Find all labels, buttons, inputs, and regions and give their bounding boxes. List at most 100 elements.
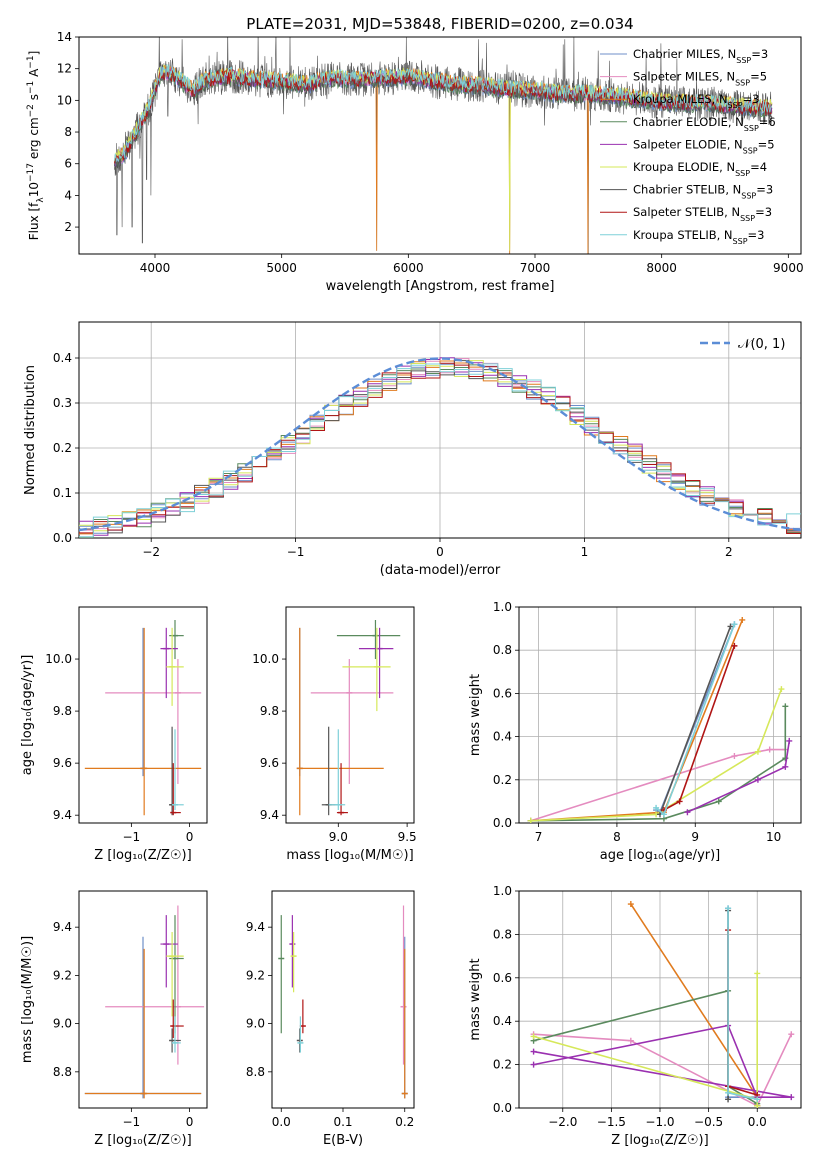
legend-entry: Kroupa STELIB, NSSP=3 bbox=[633, 228, 764, 246]
y-tick-label: 9.6 bbox=[53, 756, 72, 770]
spectrum-panel: 4000 5000 6000 7000 8000 9000 2 4 6 8 10 12 14 wavele… bbox=[26, 30, 804, 294]
legend-sub: SSP bbox=[735, 169, 750, 178]
weight_vs_Z-panel: −2.0 −1.5 −1.0 −0.5 0.0 0.0 0.2 0.4 0.6 0.8 1.0 Z [… bbox=[468, 884, 802, 1148]
weight-point-marker bbox=[754, 1096, 761, 1103]
x-tick-label: −1 bbox=[123, 830, 141, 844]
legend-name: Salpeter MILES, N bbox=[633, 70, 735, 84]
weight-point-marker bbox=[660, 811, 667, 818]
weight-series-line bbox=[727, 930, 758, 1096]
weight-series-line bbox=[530, 706, 787, 822]
y-tick-label: 0.4 bbox=[493, 1014, 512, 1028]
x-tick-label: 0.2 bbox=[395, 1115, 414, 1129]
y-axis-label: mass weight bbox=[468, 958, 483, 1040]
legend-tail: =5 bbox=[758, 137, 775, 151]
y-label-part: −2 bbox=[26, 104, 36, 117]
y-tick-label: 8 bbox=[64, 125, 72, 139]
weight_vs_Z-plot bbox=[530, 901, 795, 1108]
histogram-series bbox=[79, 362, 801, 534]
legend-tail: =3 bbox=[748, 228, 765, 242]
x-tick-label: 7000 bbox=[520, 261, 551, 275]
y-tick-label: 9.4 bbox=[53, 920, 72, 934]
y-tick-label: 6 bbox=[64, 157, 72, 171]
weight-series-line bbox=[530, 688, 783, 822]
legend-name: Kroupa MILES, N bbox=[633, 92, 728, 106]
y-tick-label: 10 bbox=[57, 93, 72, 107]
x-tick-label: 9.0 bbox=[329, 830, 348, 844]
weight-point-marker bbox=[530, 1061, 537, 1068]
weight-point-marker bbox=[754, 970, 761, 977]
weight-point-marker bbox=[676, 798, 683, 805]
weight-point-marker bbox=[754, 1102, 761, 1108]
axes-frame bbox=[78, 606, 208, 824]
weight-point-marker bbox=[788, 1031, 795, 1038]
y-label-part: −1 bbox=[26, 81, 36, 94]
y-tick-label: 4 bbox=[64, 188, 72, 202]
legend-sub: SSP bbox=[740, 214, 755, 223]
y-tick-label: 0.0 bbox=[493, 1101, 512, 1115]
x-axis-label: Z [log₁₀(Z/Z☉)] bbox=[94, 1133, 191, 1148]
legend-name: Chabrier ELODIE, N bbox=[633, 115, 744, 129]
x-tick-label: 0.0 bbox=[748, 1115, 767, 1129]
x-tick-label: −1.0 bbox=[645, 1115, 674, 1129]
weight-series-line bbox=[687, 740, 791, 813]
y-tick-label: 0.6 bbox=[493, 971, 512, 985]
x-tick-label: −1 bbox=[287, 545, 305, 559]
x-tick-label: 0.0 bbox=[272, 1115, 291, 1129]
axes-frame bbox=[271, 890, 415, 1109]
age_vs_Z-panel: −1 0 9.4 9.6 9.8 10.0 Z [log₁₀(Z/Z☉)] age [log₁… bbox=[20, 606, 208, 863]
axes-frame bbox=[285, 606, 415, 824]
y-tick-label: 9.2 bbox=[53, 968, 72, 982]
x-tick-label: −1 bbox=[123, 1115, 141, 1129]
spectrum-plot bbox=[114, 37, 773, 254]
y-label-part: 10 bbox=[27, 182, 41, 197]
x-tick-label: −1.5 bbox=[597, 1115, 626, 1129]
weight-point-marker bbox=[627, 1037, 634, 1044]
mass_vs_Z-plot bbox=[84, 905, 205, 1099]
y-tick-label: 10.0 bbox=[45, 652, 72, 666]
legend-entry: Kroupa MILES, NSSP=3 bbox=[633, 92, 759, 110]
x-tick-label: 0 bbox=[436, 545, 444, 559]
legend-sub: SSP bbox=[743, 146, 758, 155]
legend-tail: =3 bbox=[756, 183, 773, 197]
y-tick-label: 9.2 bbox=[246, 968, 265, 982]
x-tick-label: 10 bbox=[766, 830, 781, 844]
x-axis-label: Z [log₁₀(Z/Z☉)] bbox=[94, 848, 191, 863]
y-label-part: s bbox=[27, 94, 41, 104]
y-axis-label: mass weight bbox=[468, 674, 483, 756]
weight-point-marker bbox=[778, 686, 785, 693]
axes-frame bbox=[78, 890, 208, 1109]
legend-tail: =3 bbox=[755, 205, 772, 219]
weight-point-marker bbox=[653, 804, 660, 811]
x-tick-label: −0.5 bbox=[694, 1115, 723, 1129]
y-tick-label: 10.0 bbox=[252, 652, 279, 666]
y-tick-label: 9.8 bbox=[260, 704, 279, 718]
legend-name: Kroupa STELIB, N bbox=[633, 228, 733, 242]
y-axis-label: age [log₁₀(age/yr)] bbox=[20, 655, 35, 776]
legend-entry: Salpeter STELIB, NSSP=3 bbox=[633, 205, 772, 223]
legend-entry: Kroupa ELODIE, NSSP=4 bbox=[633, 160, 767, 178]
mass_vs_Z-panel: −1 0 8.8 9.0 9.2 9.4 Z [log₁₀(Z/Z☉)] mass [log₁… bbox=[20, 890, 208, 1148]
legend-tail: =5 bbox=[750, 70, 767, 84]
weight-series-line bbox=[533, 1033, 793, 1107]
weight-point-marker bbox=[527, 817, 534, 823]
weight-series-line bbox=[533, 973, 759, 1106]
y-tick-label: 0.0 bbox=[53, 531, 72, 545]
spectrum-y-label: Flux [fλ10−17 erg cm−2 s−1 A−1] bbox=[26, 51, 46, 241]
axes-frame bbox=[518, 606, 802, 824]
legend-tail: =4 bbox=[750, 160, 767, 174]
y-tick-label: 2 bbox=[64, 220, 72, 234]
y-tick-label: 0.2 bbox=[493, 1058, 512, 1072]
x-tick-label: 0 bbox=[186, 1115, 194, 1129]
weight-point-marker bbox=[739, 616, 746, 623]
x-axis-label: wavelength [Angstrom, rest frame] bbox=[326, 279, 555, 294]
y-tick-label: 9.0 bbox=[246, 1017, 265, 1031]
weight-series-line bbox=[659, 626, 732, 815]
x-axis-label: Z [log₁₀(Z/Z☉)] bbox=[611, 1133, 708, 1148]
weight-point-marker bbox=[782, 703, 789, 710]
weight-point-marker bbox=[725, 1089, 732, 1096]
y-tick-label: 0.2 bbox=[53, 441, 72, 455]
legend-sub: SSP bbox=[733, 236, 748, 245]
y-tick-label: 0.6 bbox=[493, 686, 512, 700]
y-tick-label: 9.8 bbox=[53, 704, 72, 718]
